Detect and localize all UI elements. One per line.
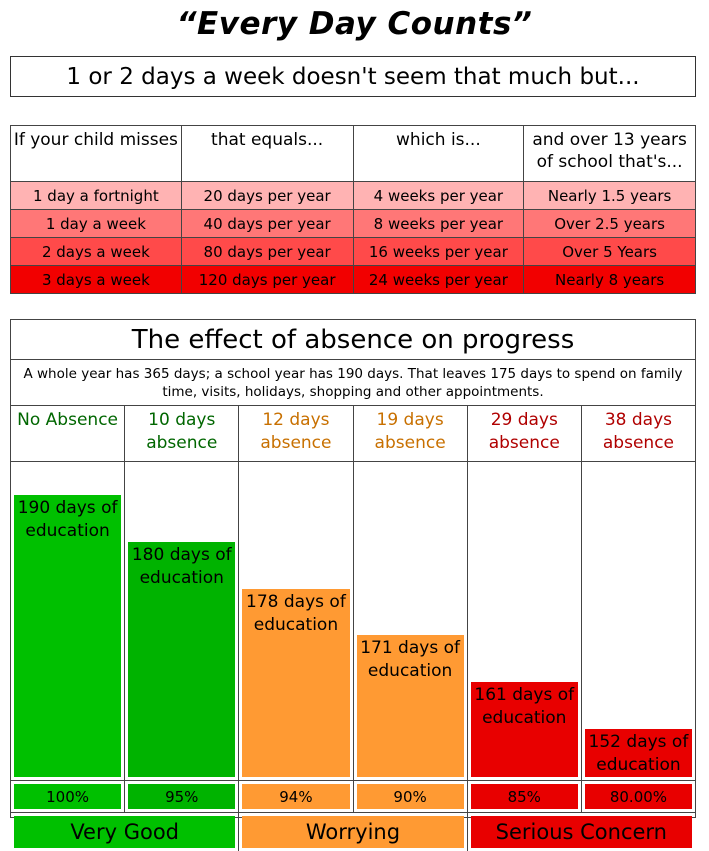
cell-over-13-years: Nearly 8 years (523, 265, 696, 294)
status-cell: Worrying (239, 813, 468, 851)
bar: 171 days of education (356, 635, 464, 777)
table-row: 1 day a fortnight 20 days per year 4 wee… (10, 181, 696, 210)
bar-area: 180 days of education (125, 462, 239, 781)
bar-area: 161 days of education (467, 462, 581, 781)
percentage-badge: 80.00% (584, 784, 693, 809)
cell-which-is: 16 weeks per year (352, 237, 525, 266)
cell-equals: 40 days per year (180, 209, 354, 238)
pct-cell: 80.00% (582, 781, 695, 812)
status-very-good: Very Good (14, 816, 236, 848)
effect-title: The effect of absence on progress (11, 320, 695, 360)
cell-misses: 1 day a week (10, 209, 182, 238)
bar-area: 190 days of education (11, 462, 125, 781)
bar-area: 171 days of education (353, 462, 467, 781)
cell-over-13-years: Nearly 1.5 years (523, 181, 696, 210)
bar: 178 days of education (242, 589, 350, 777)
percentage-badge: 94% (242, 784, 350, 809)
cell-over-13-years: Over 5 Years (523, 237, 696, 266)
bar: 180 days of education (128, 542, 236, 777)
cell-misses: 1 day a fortnight (10, 181, 182, 210)
cell-equals: 120 days per year (180, 265, 354, 294)
header-over-13-years: and over 13 years of school that's... (523, 125, 696, 182)
column-10-days: 10 days absence 180 days of education (125, 406, 240, 781)
status-cell: Very Good (11, 813, 240, 851)
percentage-badge: 85% (470, 784, 578, 809)
bar-chart: No Absence 190 days of education 10 days… (11, 406, 696, 781)
cell-which-is: 4 weeks per year (352, 181, 525, 210)
page-title: “Every Day Counts” (176, 6, 533, 42)
percentage-badge: 90% (356, 784, 464, 809)
column-heading: 10 days absence (125, 406, 239, 462)
cell-misses: 3 days a week (10, 265, 182, 294)
status-serious-concern: Serious Concern (470, 816, 692, 848)
subtitle-text: 1 or 2 days a week doesn't seem that muc… (66, 63, 640, 90)
header-equals: that equals... (180, 125, 354, 182)
column-heading: 38 days absence (581, 406, 696, 462)
column-heading: No Absence (11, 406, 125, 462)
column-heading: 12 days absence (239, 406, 353, 462)
percentage-badge: 95% (128, 784, 236, 809)
pct-cell: 100% (11, 781, 126, 812)
table-header-row: If your child misses that equals... whic… (10, 125, 696, 182)
bar: 190 days of education (14, 495, 122, 777)
cell-which-is: 8 weeks per year (352, 209, 525, 238)
percentage-badge: 100% (14, 784, 122, 809)
status-worrying: Worrying (242, 816, 464, 848)
pct-cell: 90% (354, 781, 468, 812)
column-29-days: 29 days absence 161 days of education (467, 406, 582, 781)
table-row: 1 day a week 40 days per year 8 weeks pe… (10, 209, 696, 238)
status-cell: Serious Concern (468, 813, 695, 851)
absence-effect-panel: The effect of absence on progress A whol… (10, 319, 696, 851)
column-heading: 29 days absence (467, 406, 581, 462)
header-which-is: which is... (352, 125, 525, 182)
bar: 161 days of education (470, 682, 578, 777)
pct-cell: 95% (125, 781, 240, 812)
column-38-days: 38 days absence 152 days of education (581, 406, 696, 781)
equivalence-table: If your child misses that equals... whic… (10, 125, 696, 294)
subtitle-banner: 1 or 2 days a week doesn't seem that muc… (10, 56, 696, 97)
table-row: 3 days a week 120 days per year 24 weeks… (10, 265, 696, 294)
percentage-row: 100% 95% 94% 90% 85% 80.00% (11, 781, 695, 813)
table-row: 2 days a week 80 days per year 16 weeks … (10, 237, 696, 266)
bar: 152 days of education (584, 729, 693, 777)
column-19-days: 19 days absence 171 days of education (353, 406, 468, 781)
pct-cell: 85% (468, 781, 582, 812)
cell-equals: 80 days per year (180, 237, 354, 266)
column-no-absence: No Absence 190 days of education (11, 406, 126, 781)
header-misses: If your child misses (10, 125, 182, 182)
bar-area: 152 days of education (581, 462, 696, 781)
cell-equals: 20 days per year (180, 181, 354, 210)
bar-area: 178 days of education (239, 462, 353, 781)
status-row: Very Good Worrying Serious Concern (11, 813, 695, 851)
column-heading: 19 days absence (353, 406, 467, 462)
cell-misses: 2 days a week (10, 237, 182, 266)
column-12-days: 12 days absence 178 days of education (239, 406, 354, 781)
pct-cell: 94% (239, 781, 354, 812)
effect-description: A whole year has 365 days; a school year… (11, 360, 695, 406)
cell-which-is: 24 weeks per year (352, 265, 525, 294)
cell-over-13-years: Over 2.5 years (523, 209, 696, 238)
